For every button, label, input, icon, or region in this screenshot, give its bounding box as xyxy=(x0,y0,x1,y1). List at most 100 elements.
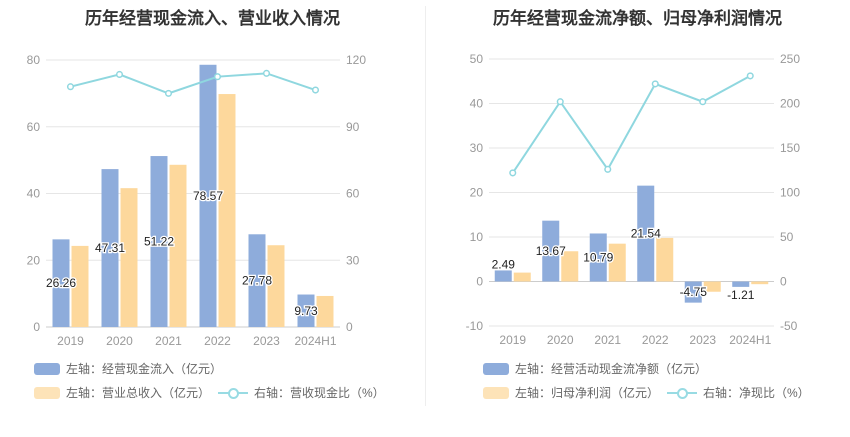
bar-series1 xyxy=(494,270,512,282)
legend-label: 右轴：净现比（%） xyxy=(703,386,810,400)
line-point xyxy=(699,98,707,106)
left-axis-tick-label: 30 xyxy=(470,141,484,155)
legend-line-marker xyxy=(667,387,697,399)
left-axis-tick-label: 10 xyxy=(470,230,484,244)
x-axis-tick-label: 2024H1 xyxy=(294,334,336,348)
line-point xyxy=(651,80,659,88)
right-axis-tick-label: 150 xyxy=(780,141,800,155)
x-axis-tick-label: 2020 xyxy=(106,334,133,348)
legend-item-bar2[interactable]: 左轴：归母净利润（亿元） xyxy=(483,384,659,401)
left-axis-tick-label: 0 xyxy=(476,275,483,289)
line-point xyxy=(115,70,124,79)
bar-series1 xyxy=(297,294,315,327)
left-axis-tick-label: 0 xyxy=(33,320,40,334)
legend-item-line[interactable]: 右轴：营收现金比（%） xyxy=(218,384,385,401)
line-point xyxy=(213,73,222,81)
legend-item-bar2[interactable]: 左轴：营业总收入（亿元） xyxy=(34,384,210,401)
legend-item-bar1[interactable]: 左轴：经营活动现金流净额（亿元） xyxy=(483,360,707,377)
bar-series1 xyxy=(589,233,607,282)
bar-series2 xyxy=(751,281,769,285)
bar-series2 xyxy=(71,245,89,327)
line-series xyxy=(70,72,316,95)
bar-series2 xyxy=(703,281,721,292)
x-axis-tick-label: 2022 xyxy=(642,333,669,347)
line-point xyxy=(311,86,320,94)
bar-series2 xyxy=(608,243,626,282)
bar-data-label: 9.73 xyxy=(294,304,318,318)
right-axis-tick-label: 100 xyxy=(780,186,800,200)
line-point xyxy=(509,169,517,177)
bar-series1 xyxy=(101,169,119,327)
bar-series1 xyxy=(684,281,702,303)
right-axis-tick-label: 250 xyxy=(780,52,800,66)
right-axis-tick-label: 50 xyxy=(780,230,794,244)
chart-title: 历年经营现金流净额、归母净利润情况 xyxy=(493,9,782,28)
bar-series2 xyxy=(316,295,334,327)
legend-swatch xyxy=(483,386,509,399)
bar-series1 xyxy=(248,234,266,327)
bar-data-label: 13.67 xyxy=(536,244,566,258)
bar-data-label: 26.26 xyxy=(46,276,76,290)
right-axis-tick-label: 120 xyxy=(346,53,366,67)
legend-line-marker xyxy=(218,387,248,399)
right-axis-tick-label: -50 xyxy=(780,319,798,333)
bar-data-label: 2.49 xyxy=(492,257,516,271)
x-axis-tick-label: 2023 xyxy=(689,333,716,347)
bar-series1 xyxy=(637,185,655,282)
legend-label: 左轴：营业总收入（亿元） xyxy=(66,386,211,400)
legend-swatch xyxy=(34,386,60,399)
left-axis-tick-label: 40 xyxy=(27,187,41,201)
right-axis-tick-label: 200 xyxy=(780,97,800,111)
line-point xyxy=(262,69,271,77)
x-axis-tick-label: 2022 xyxy=(204,334,231,348)
x-axis-tick-label: 2020 xyxy=(547,333,574,347)
legend-item-line[interactable]: 右轴：净现比（%） xyxy=(667,384,810,401)
left-axis-tick-label: 20 xyxy=(470,186,484,200)
bar-series2 xyxy=(656,237,674,282)
x-axis-tick-label: 2023 xyxy=(253,334,280,348)
left-axis-tick-label: 50 xyxy=(470,52,484,66)
right-axis-tick-label: 90 xyxy=(346,120,360,134)
bar-data-label: 21.54 xyxy=(631,227,661,241)
bar-series1 xyxy=(150,156,168,327)
x-axis-tick-label: 2019 xyxy=(499,333,526,347)
bar-data-label: 78.57 xyxy=(193,189,223,203)
line-point xyxy=(746,72,754,80)
legend-swatch xyxy=(34,362,60,375)
panel-divider xyxy=(425,6,426,406)
x-axis-tick-label: 2019 xyxy=(57,334,84,348)
chart-svg-net-cash: -10 0 10 20 30 40 50 -50 0 50 100 150 200 250 2019 2020… xyxy=(466,52,801,347)
bar-series1 xyxy=(199,64,217,327)
right-axis-tick-label: 0 xyxy=(346,320,353,334)
left-axis-tick-label: 60 xyxy=(27,120,41,134)
legend-item-bar1[interactable]: 左轴：经营现金流入（亿元） xyxy=(34,360,222,377)
right-axis-tick-label: 30 xyxy=(346,253,360,267)
bar-data-label: 47.31 xyxy=(95,241,125,255)
chart-svg-cash-inflow: 0 20 40 60 80 0 30 60 90 120 2019 2020 2021 2022 2023 2… xyxy=(27,53,367,348)
legend-swatch xyxy=(483,362,509,375)
bar-data-label: 10.79 xyxy=(583,250,613,264)
legend-label: 左轴：经营活动现金流净额（亿元） xyxy=(515,362,708,376)
bar-series2 xyxy=(218,94,236,327)
bar-data-label: 27.78 xyxy=(242,274,272,288)
chart-panel-cash-inflow: 历年经营现金流入、营业收入情况 0 20 40 60 80 0 30 60 90 120 2019 2… xyxy=(27,9,385,401)
chart-panel-net-cash: 历年经营现金流净额、归母净利润情况 -10 0 10 20 30 40 50 -50 0 50 10… xyxy=(425,0,850,437)
bar-series1 xyxy=(542,220,560,282)
line-point xyxy=(604,165,612,173)
right-axis-tick-label: 0 xyxy=(780,275,787,289)
line-point xyxy=(164,89,173,97)
bar-series2 xyxy=(513,272,531,282)
right-axis-tick-label: 60 xyxy=(346,187,360,201)
x-axis-tick-label: 2021 xyxy=(594,333,621,347)
bar-series2 xyxy=(267,245,285,327)
left-axis-tick-label: 80 xyxy=(27,53,41,67)
bar-series2 xyxy=(120,188,138,327)
bar-data-label: 51.22 xyxy=(144,235,174,249)
bar-series1 xyxy=(732,281,750,287)
bar-data-label: -1.21 xyxy=(727,288,755,302)
chart-title: 历年经营现金流入、营业收入情况 xyxy=(85,9,340,28)
bar-series1 xyxy=(52,239,70,327)
legend-label: 右轴：营收现金比（%） xyxy=(254,386,385,400)
x-axis-tick-label: 2024H1 xyxy=(729,333,771,347)
left-axis-tick-label: 20 xyxy=(27,253,41,267)
